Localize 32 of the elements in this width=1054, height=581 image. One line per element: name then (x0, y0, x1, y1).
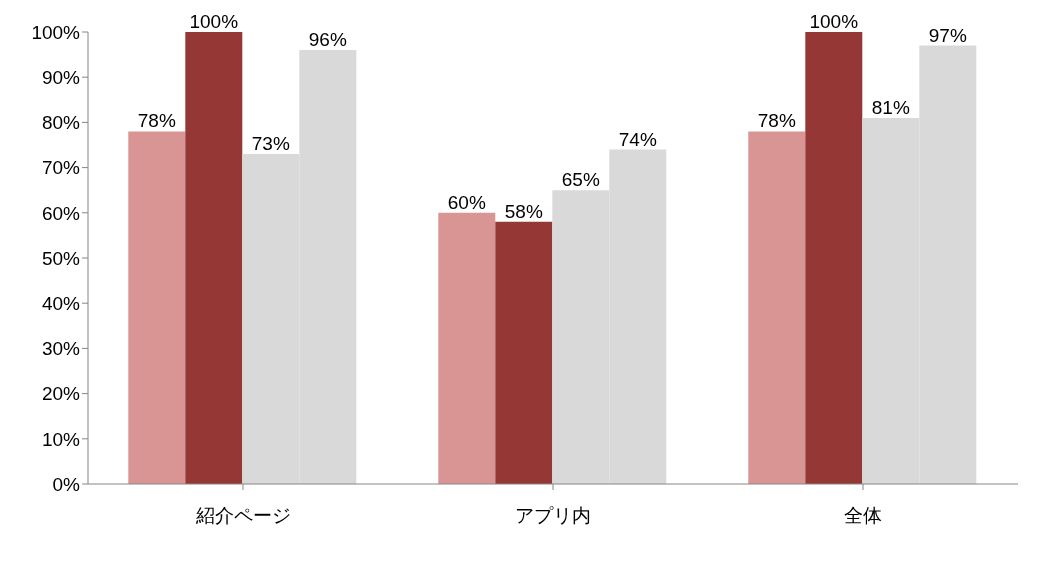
y-tick-label: 100% (31, 21, 81, 43)
x-tick-label: 全体 (844, 505, 882, 526)
y-tick-label: 10% (41, 428, 81, 450)
y-tick-label: 80% (41, 112, 81, 134)
data-label: 58% (504, 200, 543, 222)
bar (748, 131, 806, 484)
y-tick-label: 70% (41, 157, 81, 179)
bar (438, 212, 496, 484)
x-tick-label: 紹介ページ (194, 505, 291, 526)
data-label: 78% (137, 110, 176, 132)
y-tick-label: 0% (52, 473, 81, 495)
data-label: 60% (447, 191, 486, 213)
bar (805, 32, 863, 484)
data-label: 74% (618, 128, 657, 150)
data-label: 100% (809, 11, 859, 32)
y-tick-label: 30% (41, 338, 81, 360)
data-label: 81% (871, 96, 910, 118)
data-label: 65% (561, 169, 600, 191)
data-label: 73% (251, 133, 290, 155)
bar (128, 131, 186, 484)
y-tick-label: 90% (41, 66, 81, 88)
data-label: 78% (757, 110, 796, 132)
y-tick-label: 40% (41, 292, 81, 314)
bar (495, 221, 553, 484)
data-label: 97% (928, 24, 967, 46)
x-tick-label: アプリ内 (515, 505, 591, 526)
data-label: 96% (308, 29, 347, 51)
y-tick-label: 50% (41, 247, 81, 269)
data-label: 100% (189, 11, 239, 32)
bar (185, 32, 243, 484)
y-tick-label: 20% (41, 383, 81, 405)
y-tick-label: 60% (41, 202, 81, 224)
